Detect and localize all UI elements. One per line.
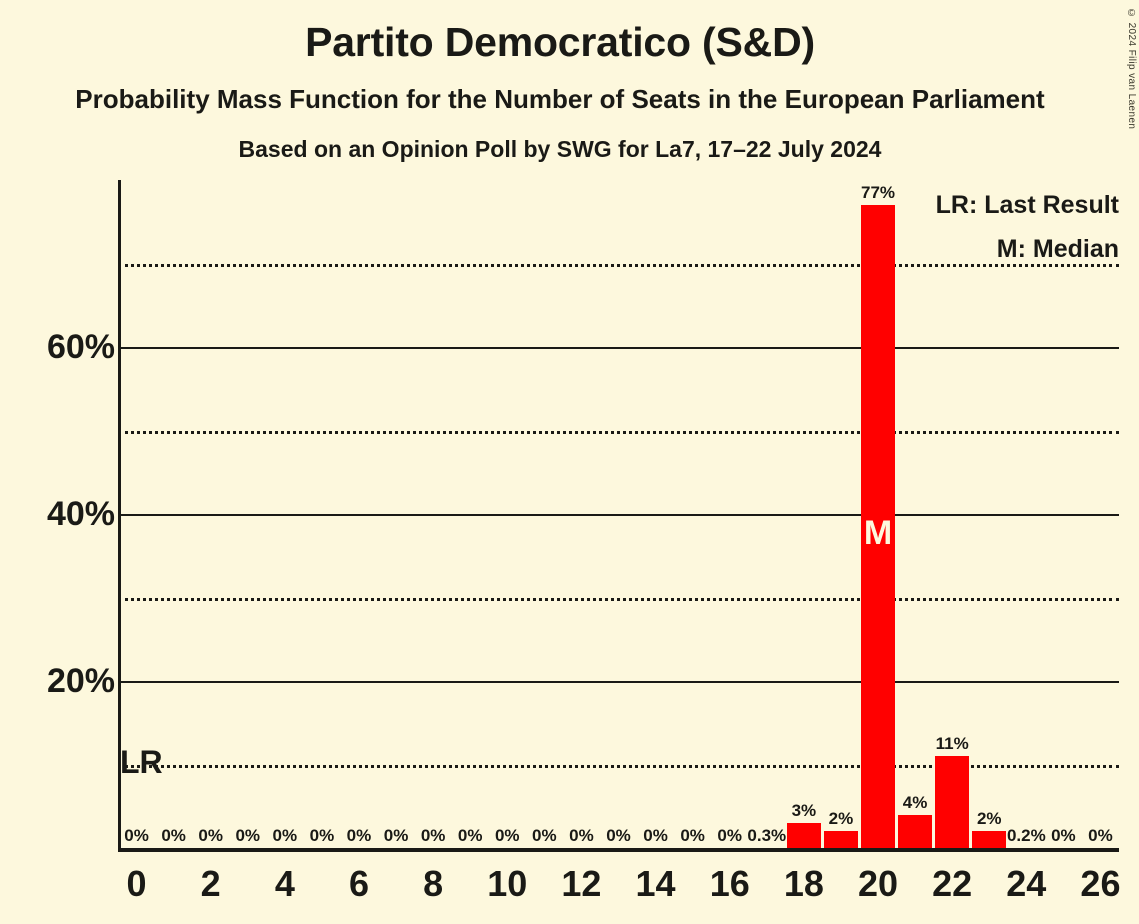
x-tick-label-12: 12 xyxy=(561,863,602,904)
median-marker: M xyxy=(863,514,893,552)
x-tick-label-18: 18 xyxy=(783,863,824,904)
gridline-dotted-30 xyxy=(118,597,1119,601)
y-tick-label-60: 60% xyxy=(46,328,115,366)
last-result-marker: LR xyxy=(120,743,163,780)
bar-value-label-5: 0% xyxy=(309,826,335,845)
bar-seat-23 xyxy=(972,831,1007,848)
x-tick-label-24: 24 xyxy=(1006,863,1047,904)
gridline-solid-20 xyxy=(118,681,1119,683)
bar-value-label-23: 2% xyxy=(976,809,1002,829)
x-tick-label-6: 6 xyxy=(348,863,369,904)
bar-value-label-0: 0% xyxy=(124,826,149,845)
bar-value-label-18: 3% xyxy=(791,800,817,820)
bar-seat-18 xyxy=(786,822,821,848)
x-tick-label-14: 14 xyxy=(635,863,676,904)
bar-value-label-14: 0% xyxy=(643,826,668,845)
bar-value-label-4: 0% xyxy=(272,826,298,845)
x-tick-label-26: 26 xyxy=(1080,863,1121,904)
gridline-solid-60 xyxy=(118,347,1119,349)
chart-source-line: Based on an Opinion Poll by SWG for La7,… xyxy=(238,136,882,162)
bar-value-label-19: 2% xyxy=(828,809,854,829)
bar-seat-20 xyxy=(860,205,896,848)
bar-value-label-1: 0% xyxy=(161,826,186,845)
gridline-dotted-10 xyxy=(118,764,1119,768)
y-tick-label-20: 20% xyxy=(46,662,115,700)
chart-legend: LR: Last Result M: Median xyxy=(936,183,1119,271)
x-axis-line xyxy=(118,848,1119,852)
bar-value-label-12: 0% xyxy=(569,826,594,845)
gridline-solid-40 xyxy=(118,514,1119,516)
legend-item-median: M: Median xyxy=(996,235,1119,263)
x-tick-label-0: 0 xyxy=(126,863,147,904)
gridline-dotted-50 xyxy=(118,430,1119,434)
bar-value-label-9: 0% xyxy=(457,826,483,845)
x-tick-label-8: 8 xyxy=(423,863,444,904)
bar-seat-22 xyxy=(935,756,970,848)
bar-value-label-20: 77% xyxy=(861,183,896,203)
bar-value-label-11: 0% xyxy=(532,826,557,845)
x-tick-label-22: 22 xyxy=(932,863,973,904)
bar-value-label-10: 0% xyxy=(494,826,520,845)
bar-seat-21 xyxy=(898,814,933,848)
bar-value-label-17: 0.3% xyxy=(747,826,787,845)
x-tick-label-10: 10 xyxy=(487,863,528,904)
bar-value-label-8: 0% xyxy=(420,826,446,845)
x-tick-label-2: 2 xyxy=(200,863,221,904)
bar-value-label-6: 0% xyxy=(346,826,372,845)
bar-value-label-21: 4% xyxy=(902,792,928,812)
gridline-dotted-70 xyxy=(118,263,1119,267)
plot-area: 0% 0% 0% 0% 0% 0% 0% 0% 0% 0% 0% 0% 0% 0% 0% 0% 0% 0.3% 3%… xyxy=(118,180,1119,852)
bar-value-label-3: 0% xyxy=(235,826,261,845)
bar-value-label-25: 0% xyxy=(1051,826,1076,845)
bar-value-label-22: 11% xyxy=(935,734,969,754)
x-tick-label-20: 20 xyxy=(857,863,899,904)
x-tick-label-4: 4 xyxy=(274,863,295,904)
y-tick-label-40: 40% xyxy=(46,495,115,533)
bar-value-label-13: 0% xyxy=(606,826,631,845)
bar-value-label-24: 0.2% xyxy=(1006,826,1046,845)
bar-value-label-15: 0% xyxy=(680,826,705,845)
bar-value-label-16: 0% xyxy=(717,826,742,845)
bar-value-label-7: 0% xyxy=(383,826,409,845)
x-tick-label-16: 16 xyxy=(709,863,750,904)
bar-value-label-26: 0% xyxy=(1088,826,1113,845)
chart-subtitle: Probability Mass Function for the Number… xyxy=(75,84,1045,114)
copyright-notice: © 2024 Filip van Laenen xyxy=(1126,8,1137,130)
legend-item-last-result: LR: Last Result xyxy=(935,191,1119,219)
page-title: Partito Democratico (S&D) xyxy=(305,19,815,65)
bar-seat-19 xyxy=(823,831,858,848)
bar-value-label-2: 0% xyxy=(198,826,223,845)
